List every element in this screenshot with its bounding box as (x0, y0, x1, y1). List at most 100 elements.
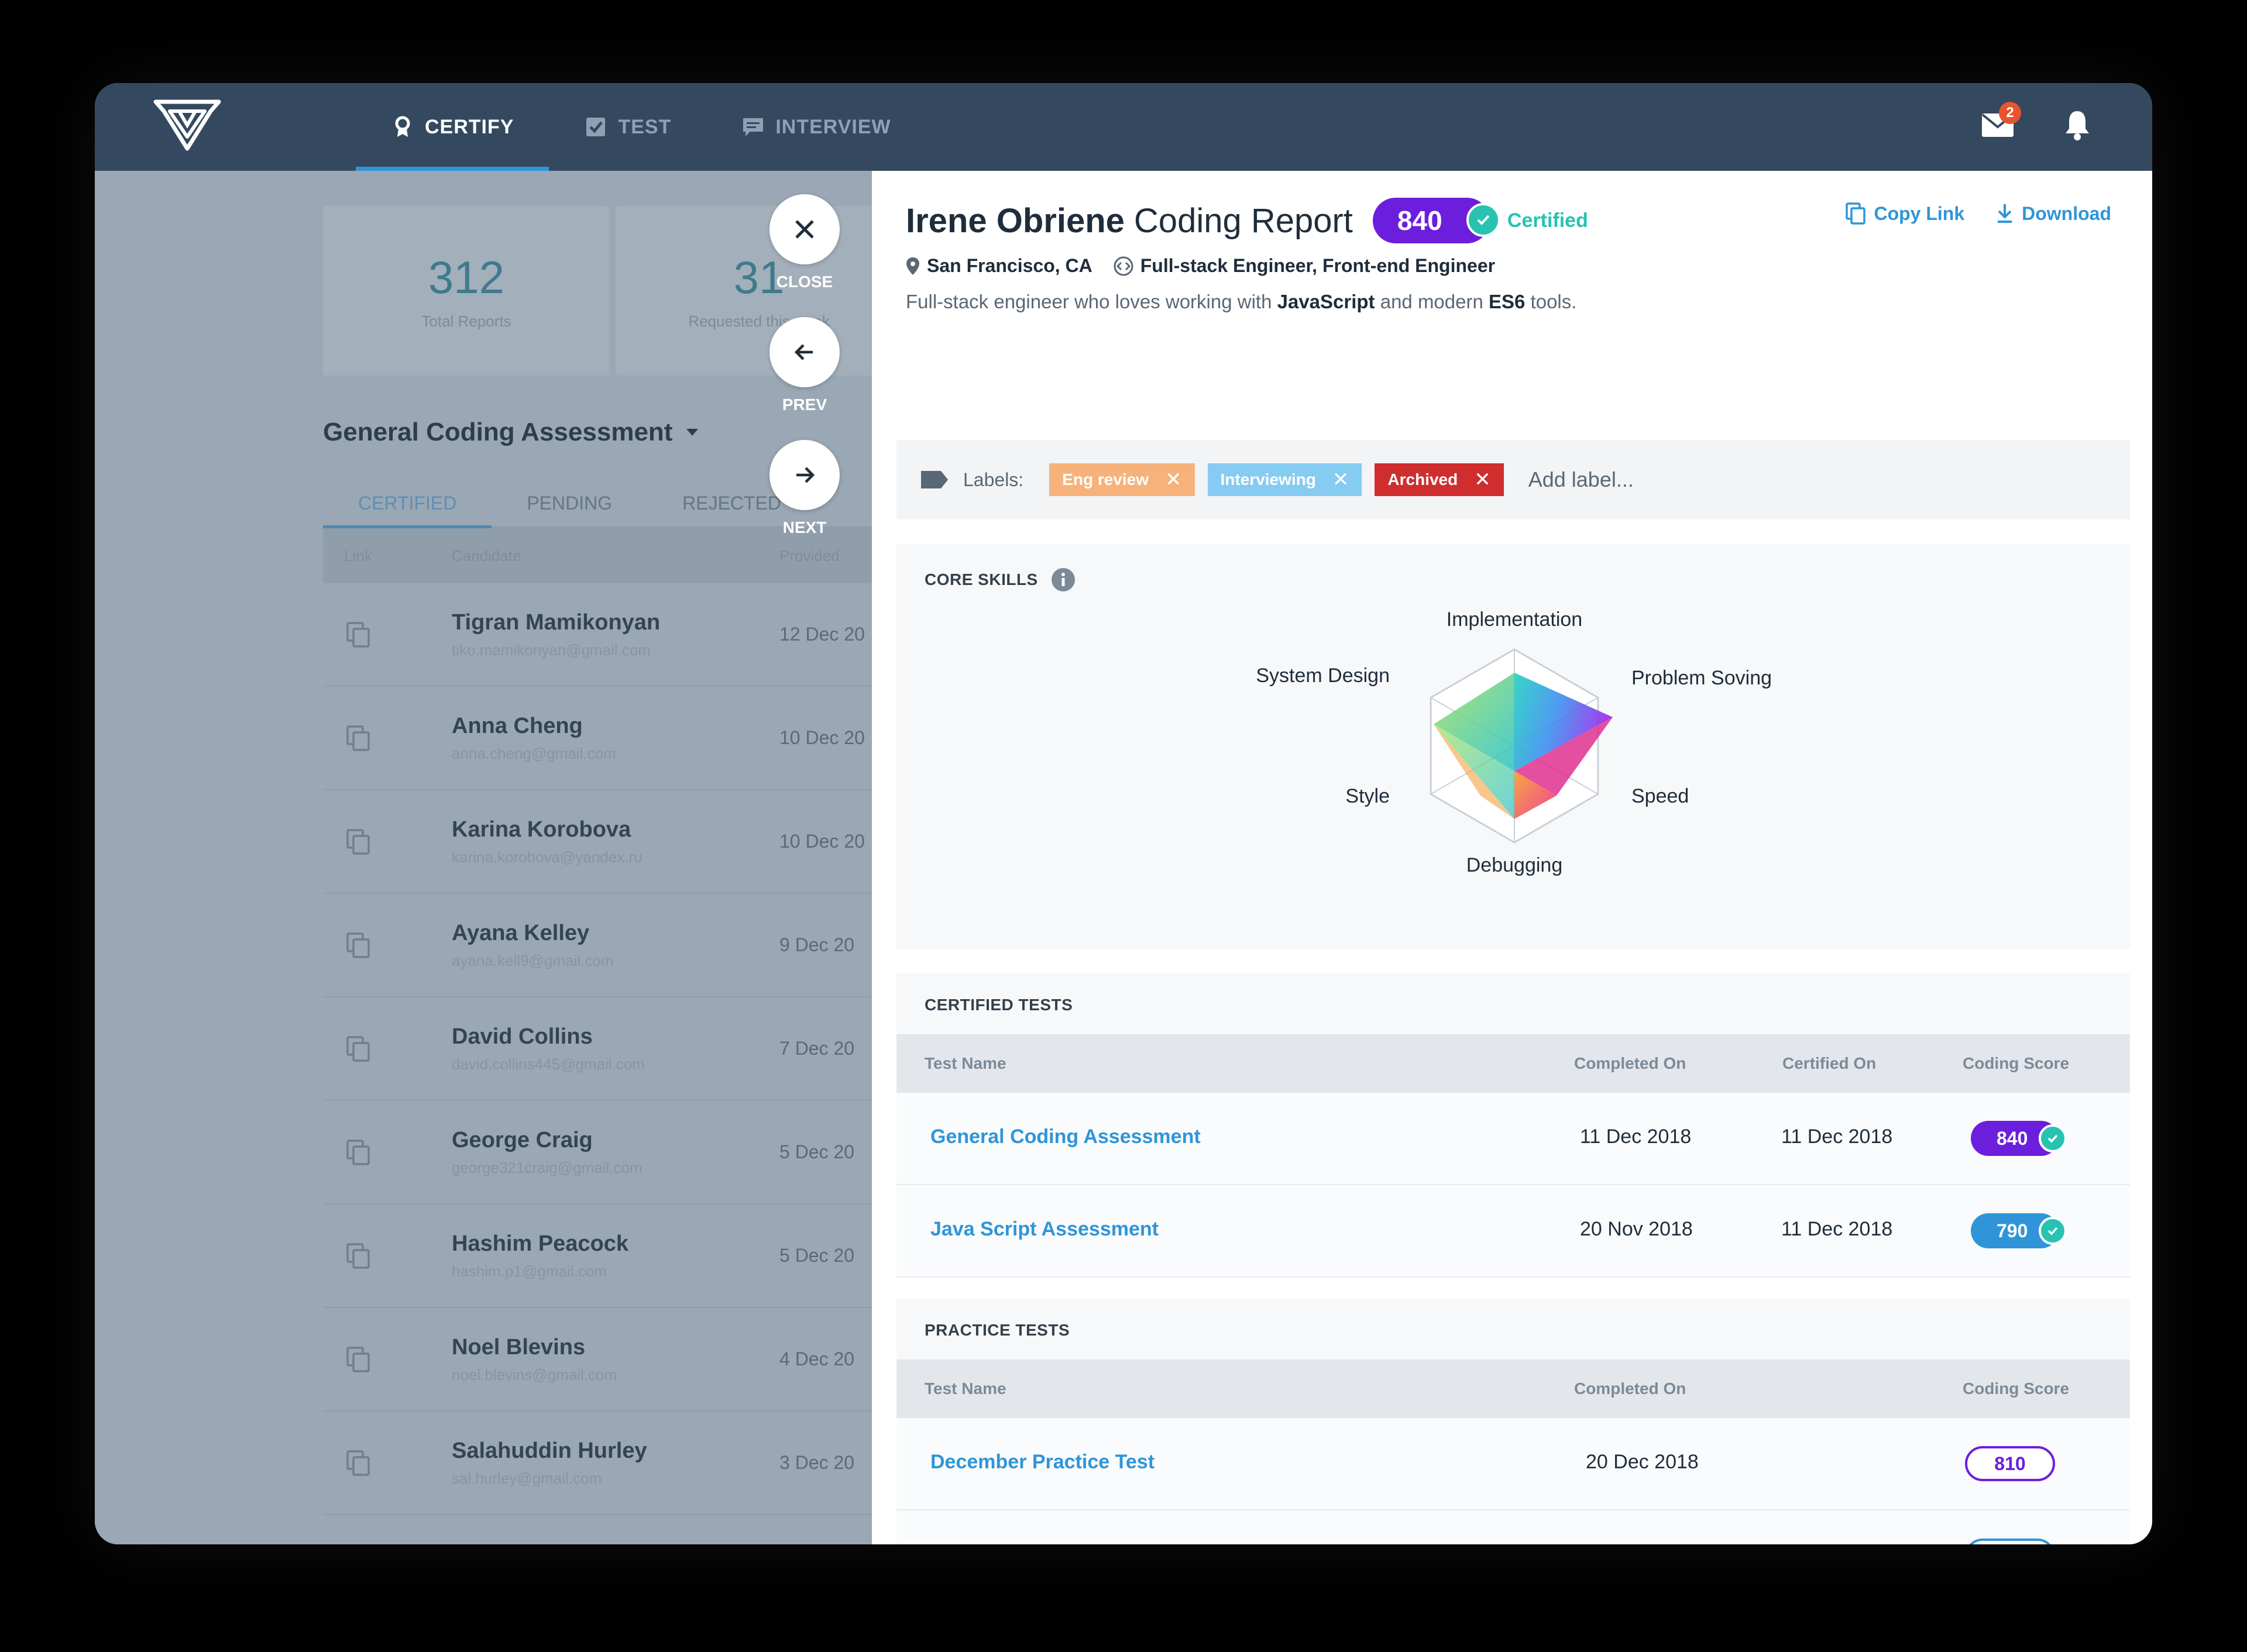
candidate-cell: Ayana Kelley ayana.kell9@gmail.com (393, 921, 779, 970)
candidate-email: tiko.mamikonyan@gmail.com (452, 641, 651, 659)
test-name-link[interactable]: Java Script Assessment (930, 1218, 1159, 1240)
radar-shape (1434, 673, 1613, 819)
notifications-button[interactable] (2059, 106, 2096, 144)
radar-axis-label: System Design (1256, 665, 1390, 687)
candidate-name[interactable]: Hashim Peacock (452, 1231, 629, 1256)
list-item[interactable]: Ayana Kelley ayana.kell9@gmail.com 9 Dec 2… (323, 894, 872, 997)
list-item[interactable]: David Collins david.collins445@gmail.com 7… (323, 997, 872, 1101)
bio-highlight: ES6 (1489, 291, 1526, 312)
badge-icon (391, 115, 414, 139)
candidate-name[interactable]: Salahuddin Hurley (452, 1438, 647, 1463)
list-item[interactable]: Anna Cheng anna.cheng@gmail.com 10 Dec 20 (323, 687, 872, 790)
list-item[interactable]: George Craig george321craig@gmail.com 5 De… (323, 1101, 872, 1204)
bio-text: Full-stack engineer who loves working wi… (906, 291, 1277, 312)
nav-tab-certify[interactable]: CERTIFY (356, 83, 549, 171)
remove-label-icon[interactable]: ✕ (1474, 469, 1491, 491)
list-item[interactable]: Karina Korobova karina.korobova@yandex.ru… (323, 790, 872, 894)
copy-link-icon[interactable] (323, 1450, 393, 1476)
candidate-email: karina.korobova@yandex.ru (452, 848, 643, 866)
remove-label-icon[interactable]: ✕ (1332, 469, 1349, 491)
caret-down-icon (686, 429, 699, 436)
prev-button[interactable] (769, 317, 840, 387)
candidate-name[interactable]: George Craig (452, 1127, 593, 1152)
nav-tab-interview[interactable]: INTERVIEW (706, 83, 926, 171)
mail-button[interactable]: 2 (1979, 102, 2021, 144)
tab-rejected[interactable]: REJECTED (682, 492, 782, 514)
reports-list-panel: 312 Total Reports 31 Requested this week… (95, 171, 872, 1544)
practice-tests-header: Test Name Completed On Coding Score (896, 1360, 2130, 1418)
check-icon (2039, 1217, 2067, 1245)
chat-icon (741, 115, 765, 139)
core-skills-title: CORE SKILLS (925, 570, 1038, 588)
close-icon (795, 220, 814, 239)
score-value: 840 (1397, 205, 1442, 236)
candidate-name[interactable]: Anna Cheng (452, 713, 583, 738)
test-name-link[interactable]: General Coding Assessment (930, 1126, 1201, 1148)
add-label-input[interactable] (1527, 467, 1764, 493)
info-icon[interactable] (1051, 567, 1076, 592)
provided-date: 12 Dec 20 (779, 624, 865, 645)
tab-certified[interactable]: CERTIFIED (323, 480, 492, 528)
candidate-email: ayana.kell9@gmail.com (452, 951, 614, 969)
list-item[interactable]: Roland Hewitt3 Dec 20 (323, 1515, 872, 1544)
list-item[interactable]: Noel Blevins noel.blevins@gmail.com 4 Dec … (323, 1308, 872, 1412)
copy-link-icon[interactable] (323, 1243, 393, 1269)
assessment-label: General Coding Assessment (323, 418, 673, 446)
copy-link-icon[interactable] (323, 828, 393, 855)
report-title: Irene Obriene Coding Report 840 Certifie… (906, 194, 2123, 247)
nav-tab-test[interactable]: TEST (549, 83, 706, 171)
bell-icon (2066, 111, 2089, 140)
candidate-name[interactable]: David Collins (452, 1024, 593, 1049)
list-item[interactable]: Tigran Mamikonyan tiko.mamikonyan@gmail.c… (323, 583, 872, 687)
copy-link-icon[interactable] (323, 725, 393, 751)
list-item[interactable]: Hashim Peacock hashim.p1@gmail.com 5 Dec 2… (323, 1204, 872, 1308)
copy-link-icon[interactable] (323, 621, 393, 648)
labels-title: Labels: (963, 469, 1024, 490)
location-pin-icon (906, 257, 919, 275)
candidate-email: noel.blevins@gmail.com (452, 1365, 617, 1383)
score-badge: 840 (1372, 198, 1500, 243)
bio-text: and modern (1375, 291, 1489, 312)
list-item[interactable]: Salahuddin Hurley sal.hurley@gmail.com 3 D… (323, 1412, 872, 1515)
copy-link-icon[interactable] (323, 1139, 393, 1165)
copy-link-icon[interactable] (323, 1346, 393, 1372)
test-name-link[interactable]: November Practice Test (930, 1543, 1156, 1544)
tab-pending[interactable]: PENDING (527, 492, 613, 514)
copy-link-icon[interactable] (323, 932, 393, 958)
candidate-name[interactable]: Karina Korobova (452, 817, 631, 842)
test-name-link[interactable]: December Practice Test (930, 1451, 1155, 1473)
completed-date: 20 Nov 2018 (1586, 1543, 1699, 1544)
copy-link-button[interactable]: Copy Link (1846, 202, 1964, 225)
candidate-bio: Full-stack engineer who loves working wi… (906, 291, 2123, 313)
radar-axis-label: Debugging (1466, 854, 1562, 876)
column-provided: Provided (779, 546, 840, 565)
completed-date: 20 Dec 2018 (1586, 1451, 1699, 1473)
close-button[interactable] (769, 194, 840, 264)
candidate-name[interactable]: Noel Blevins (452, 1334, 586, 1360)
candidate-meta: San Francisco, CA Full-stack Engineer, F… (906, 255, 2123, 277)
certified-tests-card: CERTIFIED TESTS Test Name Completed On C… (896, 973, 2130, 1278)
next-button[interactable] (769, 440, 840, 510)
copy-link-label: Copy Link (1874, 202, 1965, 224)
candidate-name[interactable]: Tigran Mamikonyan (452, 610, 661, 635)
label-tag: Archived ✕ (1375, 463, 1504, 496)
provided-date: 4 Dec 20 (779, 1348, 855, 1369)
column-test-name: Test Name (925, 1054, 1006, 1072)
prev-control: PREV (767, 317, 843, 414)
download-button[interactable]: Download (1996, 202, 2111, 225)
copy-link-icon[interactable] (323, 1035, 393, 1062)
column-candidate[interactable]: Candidate (452, 546, 521, 565)
check-icon (1466, 203, 1500, 237)
close-control: CLOSE (767, 194, 843, 291)
practice-tests-card: PRACTICE TESTS Test Name Completed On Co… (896, 1299, 2130, 1544)
score-badge: 780 (1965, 1539, 2055, 1544)
candidate-email: anna.cheng@gmail.com (452, 744, 616, 762)
certified-tests-title: CERTIFIED TESTS (925, 996, 1073, 1014)
labels-bar: Labels: Eng review ✕ Interviewing ✕ Archived… (896, 440, 2130, 519)
assessment-dropdown[interactable]: General Coding Assessment (323, 418, 872, 447)
candidate-name[interactable]: Ayana Kelley (452, 920, 590, 945)
provided-date: 10 Dec 20 (779, 831, 865, 852)
app-logo[interactable] (152, 96, 222, 154)
remove-label-icon[interactable]: ✕ (1165, 469, 1182, 491)
completed-date: 20 Nov 2018 (1580, 1218, 1693, 1240)
